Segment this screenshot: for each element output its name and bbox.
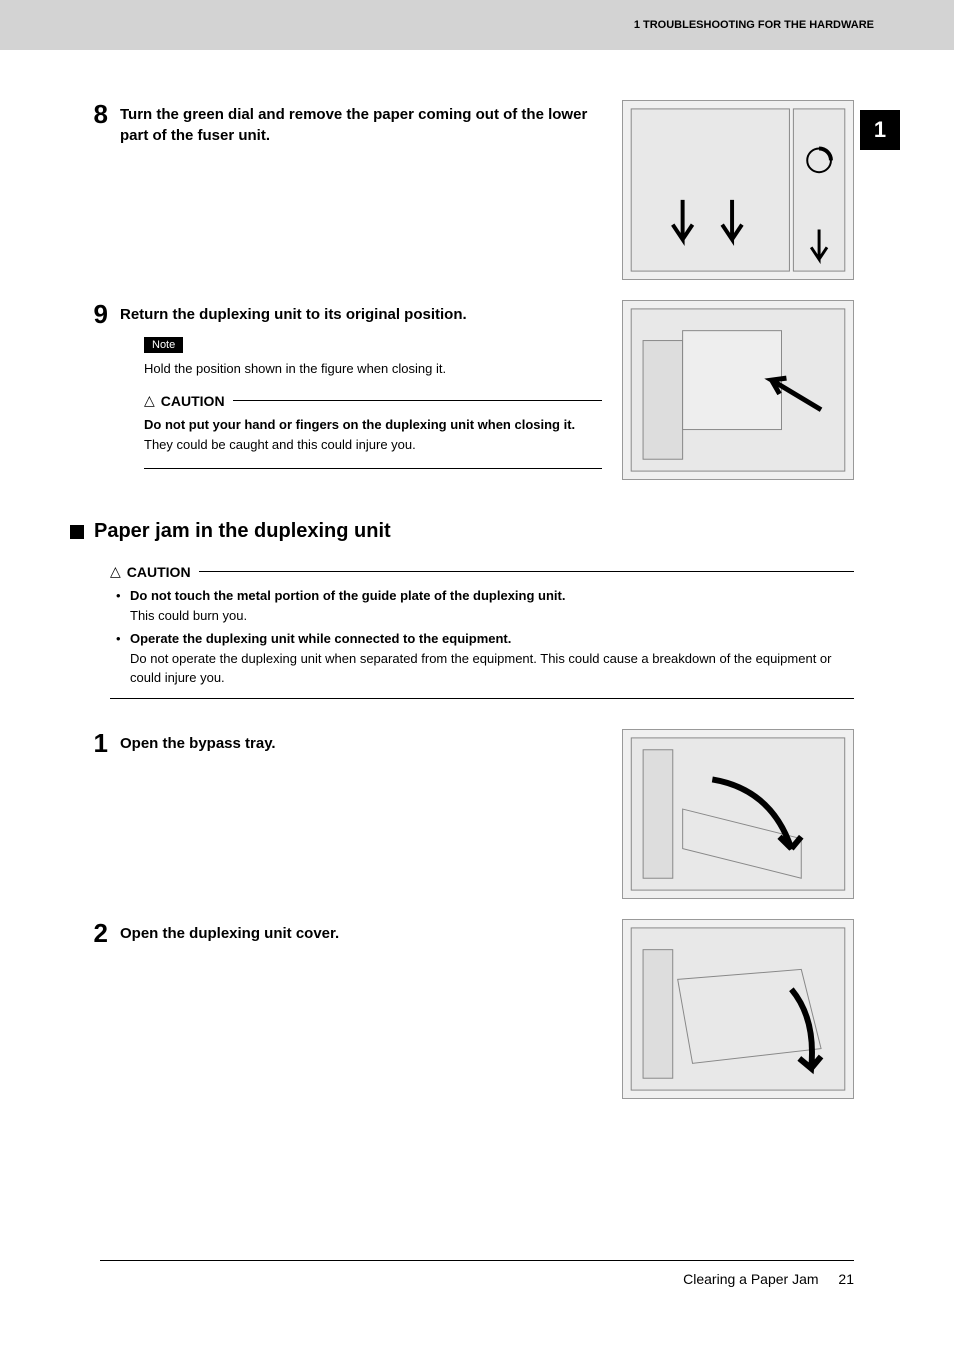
header-title: 1 TROUBLESHOOTING FOR THE HARDWARE — [634, 19, 874, 31]
lower-step-1-number: 1 — [70, 729, 120, 758]
chapter-number: 1 — [874, 117, 886, 143]
bullet-bold: Do not touch the metal portion of the gu… — [130, 588, 565, 603]
step-9-title: Return the duplexing unit to its origina… — [120, 304, 602, 325]
bullet-item: Do not touch the metal portion of the gu… — [116, 586, 854, 625]
footer-rule — [100, 1260, 854, 1261]
lower-step-2-number: 2 — [70, 919, 120, 948]
lower-step-1-figure — [622, 729, 854, 899]
step-9-row: 9 Return the duplexing unit to its origi… — [70, 300, 854, 480]
bullet-item: Operate the duplexing unit while connect… — [116, 629, 854, 688]
note-text: Hold the position shown in the figure wh… — [144, 361, 602, 376]
lower-step-1-title: Open the bypass tray. — [120, 733, 602, 754]
caution-bottom-rule — [110, 698, 854, 699]
lower-step-1-row: 1 Open the bypass tray. — [70, 729, 854, 899]
caution-rule — [199, 571, 854, 572]
bullet-bold: Operate the duplexing unit while connect… — [130, 631, 511, 646]
page-header: 1 TROUBLESHOOTING FOR THE HARDWARE — [0, 0, 954, 50]
section-caution-header: △ CAUTION — [110, 563, 854, 580]
step-9-number: 9 — [70, 300, 120, 329]
note-label: Note — [144, 337, 183, 353]
step-9-figure — [622, 300, 854, 480]
lower-step-2-title: Open the duplexing unit cover. — [120, 923, 602, 944]
caution-bold-text: Do not put your hand or fingers on the d… — [144, 415, 602, 435]
bullet-plain: Do not operate the duplexing unit when s… — [130, 651, 832, 686]
step-8-figure — [622, 100, 854, 280]
step-9-caution-header: △ CAUTION — [144, 392, 602, 409]
bullet-plain: This could burn you. — [130, 608, 247, 623]
lower-step-2-figure — [622, 919, 854, 1099]
lower-step-2-row: 2 Open the duplexing unit cover. — [70, 919, 854, 1099]
section-title: Paper jam in the duplexing unit — [94, 520, 391, 543]
caution-bottom-rule — [144, 468, 602, 469]
section-marker-icon — [70, 525, 84, 539]
footer-section: Clearing a Paper Jam — [683, 1271, 818, 1287]
caution-plain-text: They could be caught and this could inju… — [144, 435, 602, 455]
warning-icon: △ — [144, 392, 155, 409]
warning-icon: △ — [110, 563, 121, 580]
section-heading: Paper jam in the duplexing unit — [70, 520, 854, 543]
step-9-caution-body: Do not put your hand or fingers on the d… — [144, 415, 602, 464]
section-caution-label: CAUTION — [127, 564, 191, 580]
caution-label: CAUTION — [161, 393, 225, 409]
caution-bullet-list: Do not touch the metal portion of the gu… — [110, 586, 854, 688]
page-number: 21 — [838, 1271, 854, 1287]
step-8-title: Turn the green dial and remove the paper… — [120, 104, 602, 146]
step-8-number: 8 — [70, 100, 120, 129]
step-8-row: 8 Turn the green dial and remove the pap… — [70, 100, 854, 280]
caution-rule — [233, 400, 602, 401]
footer-text: Clearing a Paper Jam 21 — [100, 1271, 854, 1287]
page-footer: Clearing a Paper Jam 21 — [100, 1260, 854, 1287]
chapter-tab: 1 — [860, 110, 900, 150]
section-caution: △ CAUTION Do not touch the metal portion… — [110, 563, 854, 699]
